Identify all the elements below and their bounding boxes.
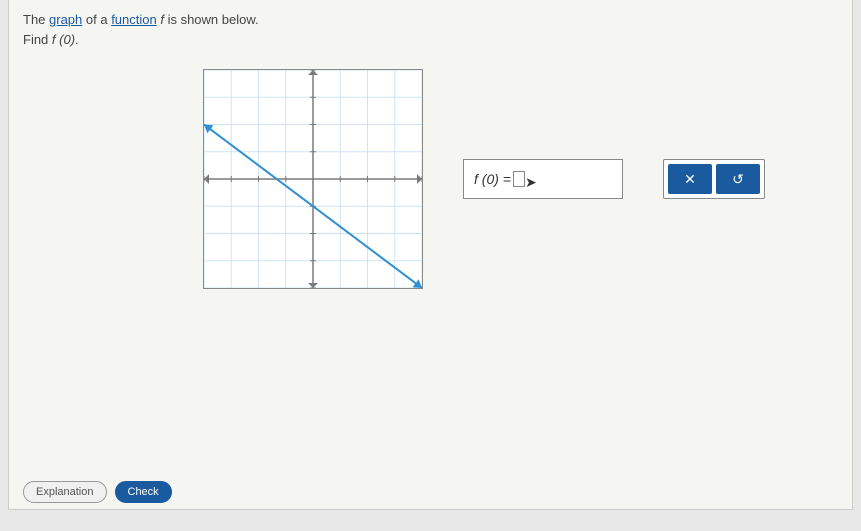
question-panel: The graph of a function f is shown below… [8, 0, 853, 510]
answer-input[interactable] [513, 171, 525, 187]
answer-box[interactable]: f (0) = ➤ [463, 159, 623, 199]
text: is shown below. [168, 12, 259, 27]
text: Find [23, 32, 52, 47]
question-text: The graph of a function f is shown below… [23, 10, 838, 49]
answer-prefix: f (0) = [474, 171, 511, 187]
action-bar: ✕ ↺ [663, 159, 765, 199]
link-function[interactable]: function [111, 12, 157, 27]
clear-button[interactable]: ✕ [668, 164, 712, 194]
text: of a [82, 12, 111, 27]
text: . [75, 32, 79, 47]
cursor-icon: ➤ [525, 174, 537, 191]
explanation-button[interactable]: Explanation [23, 481, 107, 503]
link-graph[interactable]: graph [49, 12, 82, 27]
reset-button[interactable]: ↺ [716, 164, 760, 194]
text: The [23, 12, 49, 27]
content-row: f (0) = ➤ ✕ ↺ [203, 69, 838, 289]
check-button[interactable]: Check [115, 481, 172, 503]
graph [203, 69, 423, 289]
math: f (0) [52, 32, 75, 47]
text: f [157, 12, 168, 27]
bottom-bar: Explanation Check [23, 481, 172, 503]
